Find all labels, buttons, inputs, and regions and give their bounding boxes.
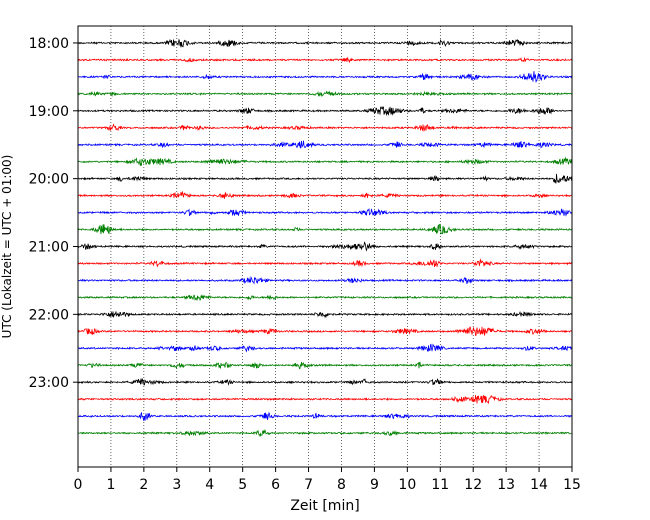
x-tick-label: 3 — [172, 477, 181, 493]
seismic-trace — [77, 208, 573, 217]
traces — [77, 38, 573, 438]
x-tick-label: 12 — [464, 477, 482, 493]
seismic-trace — [77, 123, 573, 132]
seismic-trace — [77, 241, 573, 252]
x-tick-label: 14 — [530, 477, 548, 493]
x-tick-label: 7 — [304, 477, 313, 493]
seismic-trace — [77, 428, 573, 438]
x-tick-label: 10 — [398, 477, 416, 493]
seismic-trace — [77, 156, 573, 166]
seismic-trace — [77, 343, 573, 353]
x-tick-label: 13 — [497, 477, 515, 493]
x-tick-label: 15 — [563, 477, 581, 493]
seismic-trace — [77, 275, 573, 285]
seismic-trace — [77, 394, 573, 405]
seismic-trace — [77, 294, 573, 301]
seismic-trace — [77, 38, 573, 48]
seismic-trace — [77, 361, 573, 370]
seismic-trace — [77, 90, 573, 98]
y-tick-label: 19:00 — [29, 104, 69, 120]
x-tick-label: 6 — [271, 477, 280, 493]
seismic-trace — [77, 258, 573, 268]
seismic-trace — [77, 377, 573, 386]
seismic-trace — [77, 71, 573, 83]
x-axis-label: Zeit [min] — [290, 498, 359, 514]
y-axis-ticks: 18:00 19:00 20:00 21:00 22:00 23:00 — [29, 36, 78, 391]
y-tick-label: 18:00 — [29, 36, 69, 52]
seismic-trace — [77, 173, 573, 184]
x-tick-label: 4 — [205, 477, 214, 493]
x-axis-ticks: 0 1 2 3 4 5 6 7 8 9 10 11 12 13 14 15 — [74, 467, 581, 493]
x-tick-label: 1 — [106, 477, 115, 493]
seismic-trace — [77, 190, 573, 199]
y-axis-label: UTC (Lokalzeit = UTC + 01:00) — [0, 155, 14, 339]
seismic-trace — [77, 223, 573, 235]
x-tick-label: 5 — [238, 477, 247, 493]
x-tick-label: 11 — [431, 477, 449, 493]
y-tick-label: 21:00 — [29, 240, 69, 256]
seismic-trace — [77, 326, 573, 336]
x-tick-label: 8 — [337, 477, 346, 493]
x-tick-label: 9 — [370, 477, 379, 493]
seismic-trace — [77, 310, 573, 319]
seismic-trace — [77, 411, 573, 421]
x-tick-label: 0 — [74, 477, 83, 493]
x-tick-label: 2 — [139, 477, 148, 493]
seismic-trace — [77, 140, 573, 149]
y-tick-label: 20:00 — [29, 172, 69, 188]
y-tick-label: 22:00 — [29, 307, 69, 323]
seismic-trace — [77, 56, 573, 64]
seismic-trace — [77, 105, 573, 116]
y-tick-label: 23:00 — [29, 375, 69, 391]
